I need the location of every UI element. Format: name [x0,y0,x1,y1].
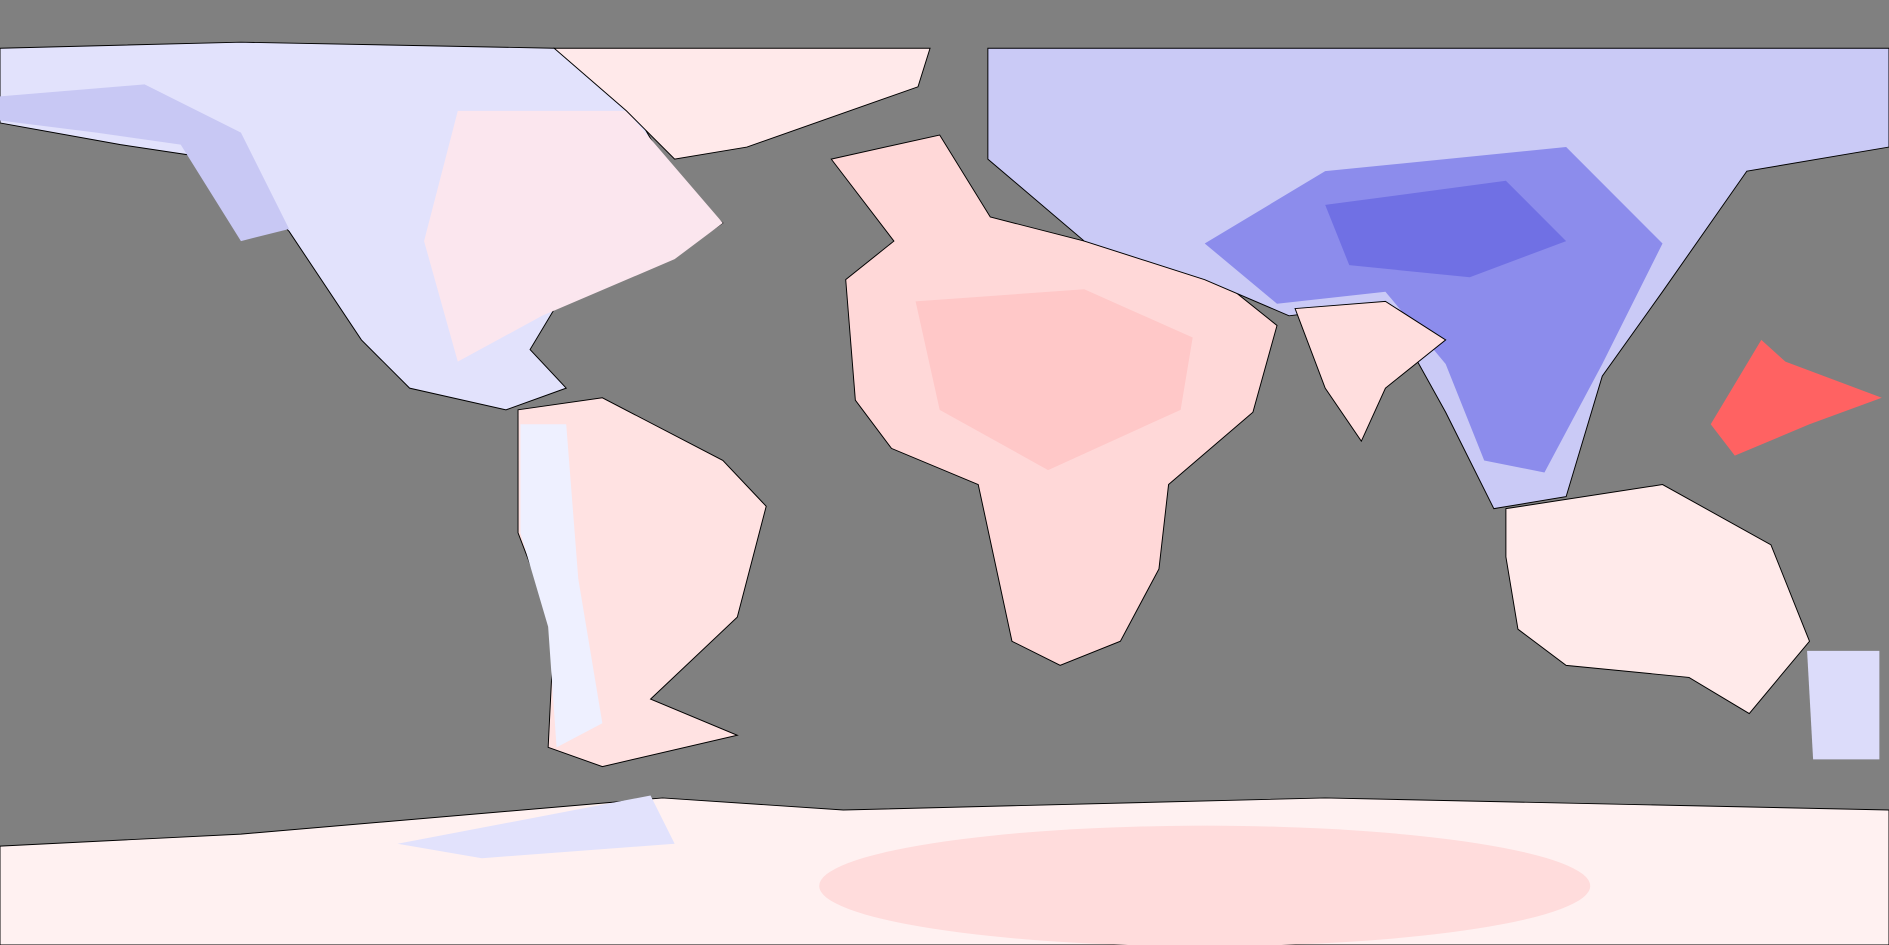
asia-deep [1325,180,1567,278]
antarctic-peninsula [397,795,675,859]
greenland [552,47,931,160]
sahara [915,289,1193,471]
antarctica-interior [819,825,1591,945]
north-america-east [424,110,723,362]
australia [1505,484,1811,715]
pacific-anomaly [1710,339,1882,456]
new-zealand [1807,650,1880,760]
india [1294,300,1447,443]
south-america-west [520,424,603,748]
alaska [0,84,290,242]
